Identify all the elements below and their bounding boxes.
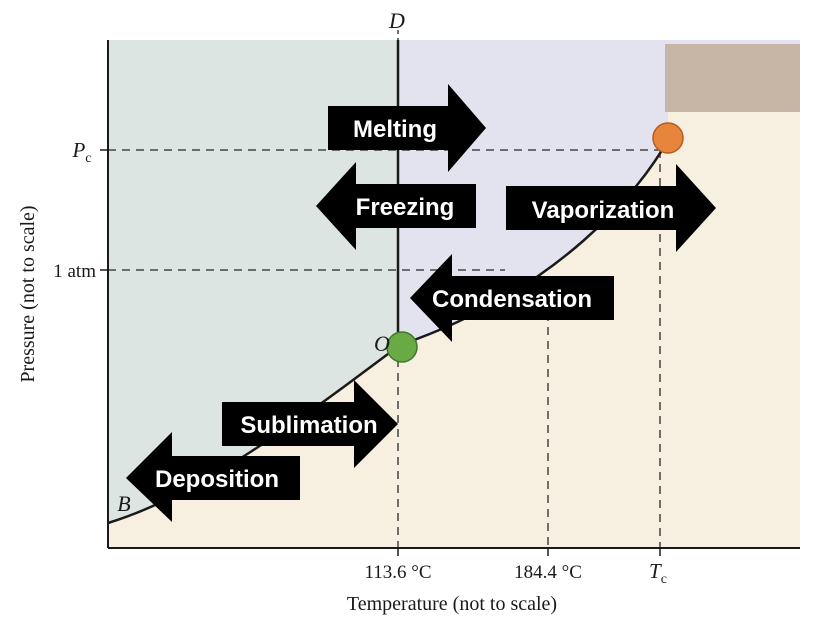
vaporization-arrow-shape xyxy=(506,164,716,252)
sublimation-curve xyxy=(107,343,401,525)
sublimation-arrow-label: Sublimation xyxy=(240,412,377,439)
vaporization-arrow: Vaporization xyxy=(506,164,716,252)
condensation-arrow-shape xyxy=(410,254,614,342)
y-tick-label-1atm: 1 atm xyxy=(53,261,96,282)
tc-subscript: c xyxy=(661,572,667,587)
deposition-arrow-shape xyxy=(126,432,300,522)
x-axis-label: Temperature (not to scale) xyxy=(347,593,557,615)
deposition-arrow-label: Deposition xyxy=(155,466,279,493)
point-label-d: D xyxy=(388,8,405,33)
freezing-arrow: Freezing xyxy=(316,162,476,250)
y-axis-label: Pressure (not to scale) xyxy=(17,205,39,382)
pc-subscript: c xyxy=(85,151,91,166)
critical-point-marker xyxy=(652,122,684,154)
tc-symbol: T xyxy=(649,559,662,583)
condensation-arrow: Condensation xyxy=(410,254,614,342)
freezing-arrow-label: Freezing xyxy=(356,194,455,221)
point-label-o: O xyxy=(374,331,390,356)
y-tick-label-pc: Pc xyxy=(71,138,91,166)
sublimation-arrow: Sublimation xyxy=(222,380,398,468)
point-label-b: B xyxy=(117,491,130,516)
triple-point-marker xyxy=(386,331,418,363)
melting-arrow-shape xyxy=(328,84,486,172)
vaporization-arrow-label: Vaporization xyxy=(532,197,675,224)
sublimation-arrow-shape xyxy=(222,380,398,468)
vaporization-curve xyxy=(399,139,670,347)
melting-arrow: Melting xyxy=(328,84,486,172)
deposition-arrow: Deposition xyxy=(126,432,300,522)
freezing-arrow-shape xyxy=(316,162,476,250)
x-tick-label-113: 113.6 °C xyxy=(364,562,431,583)
melting-arrow-label: Melting xyxy=(353,116,437,143)
overlay-box xyxy=(665,44,800,112)
x-tick-label-184: 184.4 °C xyxy=(514,562,582,583)
pc-symbol: P xyxy=(71,138,85,162)
x-tick-label-tc: Tc xyxy=(649,559,667,587)
condensation-arrow-label: Condensation xyxy=(432,286,592,313)
